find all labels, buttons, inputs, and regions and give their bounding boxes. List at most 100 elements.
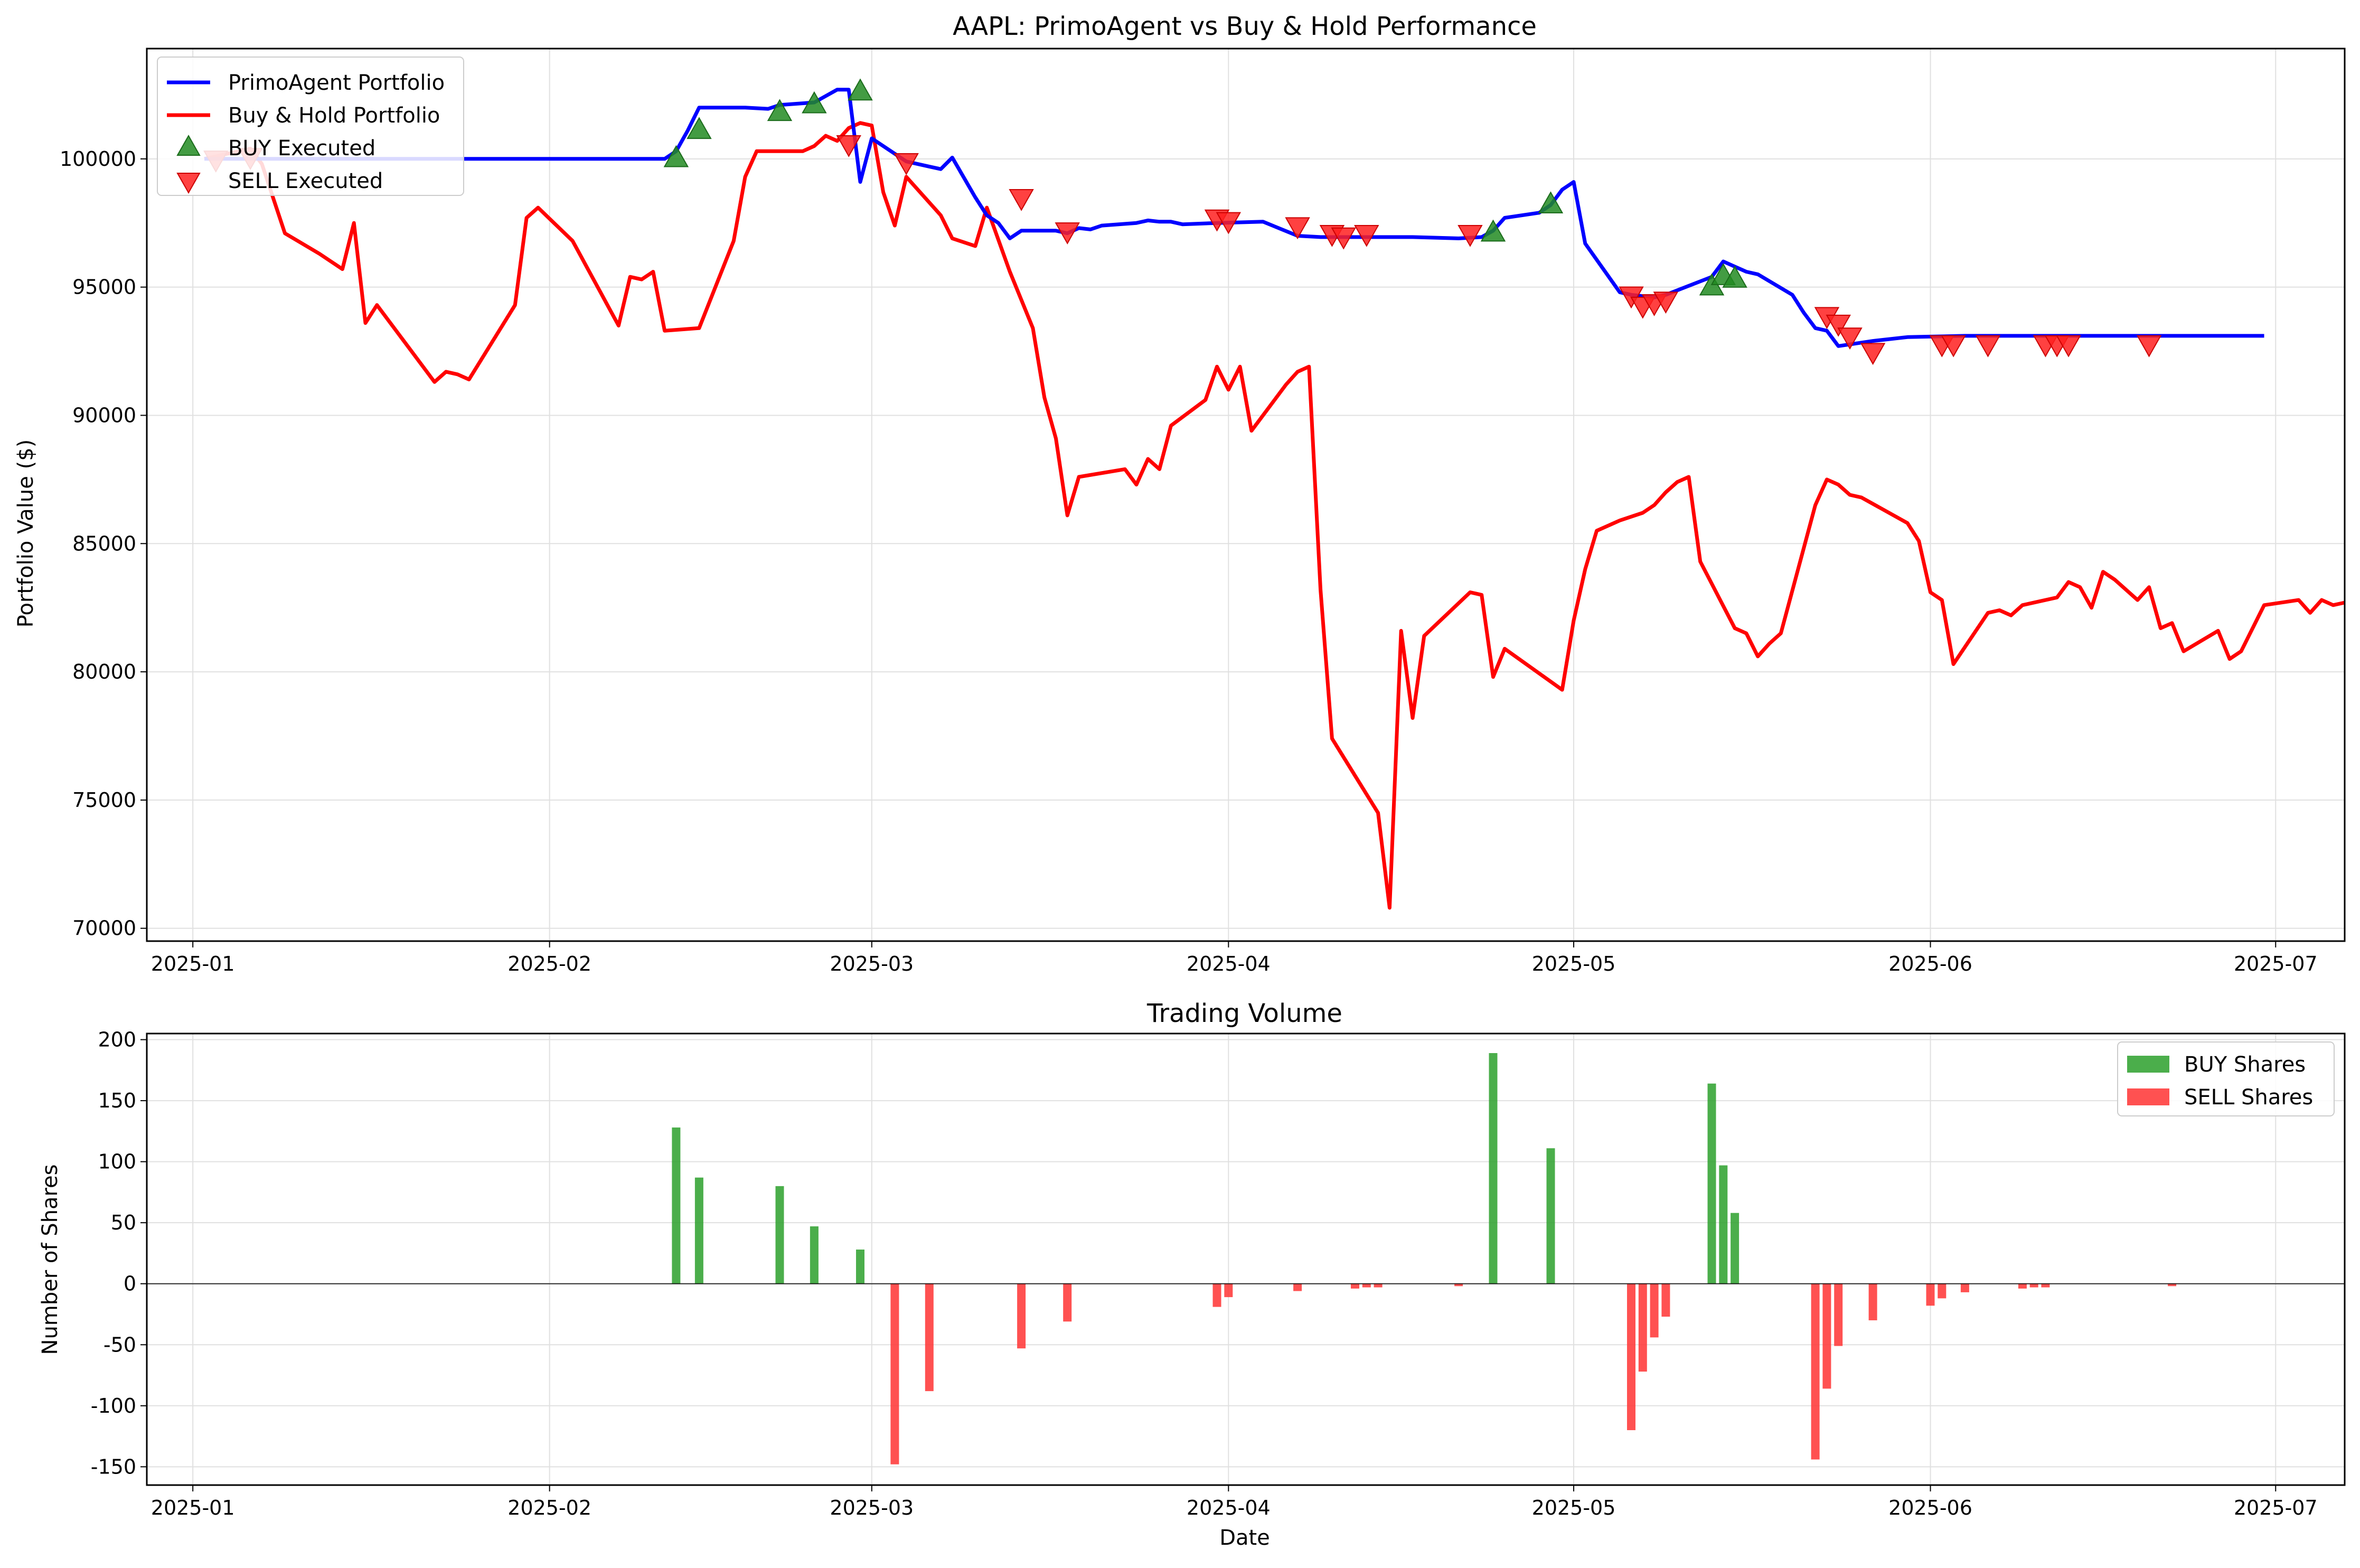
performance-chart: AAPL: PrimoAgent vs Buy & Hold Performan… — [14, 12, 2346, 975]
sell-marker — [894, 153, 919, 175]
sell-volume-bar — [1938, 1283, 1947, 1299]
sell-volume-bar — [1293, 1283, 1302, 1291]
sell-volume-bar — [1661, 1283, 1670, 1317]
sell-volume-bar — [1926, 1283, 1935, 1306]
volume-chart-y-label: Number of Shares — [38, 1165, 62, 1355]
volume-chart-x-tick-label: 2025-02 — [507, 1496, 591, 1519]
buy-marker — [663, 145, 689, 167]
sell-marker — [1837, 327, 1863, 350]
buy-marker — [1538, 191, 1564, 213]
volume-chart-y-tick-label: 150 — [98, 1089, 136, 1112]
sell-marker — [1941, 335, 1966, 358]
legend-label: SELL Shares — [2184, 1085, 2313, 1110]
volume-chart-x-tick-label: 2025-01 — [151, 1496, 235, 1519]
buy-marker — [1480, 219, 1506, 242]
sell-volume-bar — [1063, 1283, 1072, 1322]
volume-chart-x-label: Date — [1219, 1526, 1270, 1550]
performance-chart-x-tick-label: 2025-02 — [507, 952, 591, 975]
legend-label: Buy & Hold Portfolio — [228, 104, 440, 128]
sell-volume-bar — [1454, 1283, 1463, 1287]
legend-box — [2117, 1041, 2335, 1116]
legend-box — [157, 57, 464, 196]
volume-chart-x-tick-label: 2025-05 — [1532, 1496, 1616, 1519]
sell-marker — [1826, 314, 1851, 337]
sell-marker — [1285, 217, 1310, 240]
volume-chart-y-tick-label: 50 — [111, 1211, 136, 1234]
sell-volume-bar — [2029, 1283, 2038, 1288]
legend-label: BUY Executed — [228, 136, 375, 161]
volume-chart-frame — [146, 1032, 2346, 1486]
volume-chart-bars — [147, 1053, 2345, 1464]
buy-volume-bar — [1719, 1165, 1728, 1284]
sell-marker — [1860, 343, 1886, 365]
sell-volume-bar — [1960, 1283, 1969, 1292]
sell-volume-bar — [1650, 1283, 1659, 1338]
performance-chart-y-tick-label: 85000 — [72, 532, 136, 555]
sell-marker — [1653, 292, 1679, 314]
series-line-buy-hold-portfolio — [204, 121, 2345, 910]
volume-chart-y-tick-label: 200 — [98, 1028, 136, 1051]
volume-chart-y-tick-label: 100 — [98, 1150, 136, 1173]
sell-volume-bar — [1374, 1283, 1383, 1288]
sell-volume-bar — [1627, 1283, 1635, 1430]
volume-chart-ticks: 2025-01 2025-02 2025-03 2025-04 2025-05 2025-… — [91, 1028, 2318, 1519]
buy-volume-bar — [694, 1177, 703, 1284]
legend-swatch — [176, 172, 201, 194]
performance-chart-y-tick-label: 75000 — [72, 788, 136, 812]
legend-label: PrimoAgent Portfolio — [228, 71, 445, 95]
sell-marker — [2056, 335, 2081, 358]
performance-chart-legend: PrimoAgent Portfolio Buy & Hold Portfolio… — [157, 57, 464, 196]
sell-volume-bar — [1822, 1283, 1831, 1389]
sell-volume-bar — [1834, 1283, 1843, 1346]
sell-marker — [1354, 224, 1379, 247]
volume-chart-y-tick-label: -100 — [91, 1394, 136, 1417]
sell-marker — [2136, 335, 2162, 358]
performance-chart-y-tick-label: 95000 — [72, 276, 136, 299]
sell-volume-bar — [1868, 1283, 1877, 1320]
performance-chart-x-tick-label: 2025-07 — [2234, 952, 2318, 975]
volume-chart-x-tick-label: 2025-03 — [830, 1496, 914, 1519]
performance-chart-y-tick-label: 80000 — [72, 660, 136, 683]
sell-marker — [1055, 222, 1080, 245]
performance-chart-x-tick-label: 2025-06 — [1888, 952, 1972, 975]
legend-label: SELL Executed — [228, 169, 383, 193]
performance-chart-grid — [147, 49, 2345, 941]
performance-chart-y-label: Portfolio Value ($) — [14, 439, 38, 627]
legend-swatch — [2127, 1088, 2169, 1105]
volume-chart-x-tick-label: 2025-04 — [1187, 1496, 1271, 1519]
sell-marker — [1458, 224, 1483, 247]
sell-volume-bar — [925, 1283, 934, 1392]
volume-chart-x-tick-label: 2025-07 — [2234, 1496, 2318, 1519]
sell-marker — [1331, 227, 1356, 250]
sell-volume-bar — [1638, 1283, 1647, 1372]
sell-volume-bar — [890, 1283, 899, 1464]
buy-marker — [767, 99, 793, 121]
buy-volume-bar — [1546, 1148, 1555, 1284]
performance-chart-y-tick-label: 100000 — [60, 147, 136, 171]
buy-marker — [802, 91, 827, 114]
legend-label: BUY Shares — [2184, 1053, 2306, 1077]
volume-chart-x-tick-label: 2025-06 — [1888, 1496, 1972, 1519]
buy-volume-bar — [1707, 1083, 1716, 1284]
performance-chart-frame — [146, 48, 2346, 942]
sell-volume-bar — [1224, 1283, 1233, 1298]
performance-chart-title: AAPL: PrimoAgent vs Buy & Hold Performan… — [953, 12, 1537, 41]
legend-swatch — [2127, 1056, 2169, 1073]
sell-marker — [1009, 189, 1034, 211]
sell-volume-bar — [2168, 1283, 2177, 1287]
sell-volume-bar — [1811, 1283, 1820, 1460]
buy-marker — [1722, 266, 1747, 288]
buy-marker — [687, 117, 712, 139]
volume-chart-legend: BUY Shares SELL Shares — [2117, 1041, 2335, 1116]
legend-swatch — [176, 135, 201, 156]
volume-chart: Trading Volume Number of Shares Date 202… — [38, 999, 2346, 1550]
sell-marker — [836, 135, 861, 157]
buy-volume-bar — [775, 1186, 784, 1284]
buy-volume-bar — [1731, 1213, 1740, 1284]
sell-volume-bar — [2041, 1283, 2050, 1288]
performance-chart-x-tick-label: 2025-05 — [1532, 952, 1616, 975]
sell-volume-bar — [1362, 1283, 1371, 1288]
sell-marker — [1975, 335, 2001, 358]
buy-volume-bar — [672, 1127, 681, 1284]
